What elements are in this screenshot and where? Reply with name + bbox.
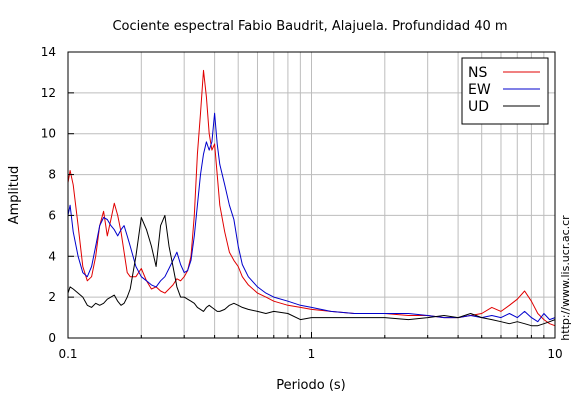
x-tick-label: 0.1	[58, 347, 77, 361]
y-tick-label: 0	[48, 331, 56, 345]
series-line-ud	[67, 214, 556, 327]
y-tick-label: 10	[41, 127, 56, 141]
y-tick-label: 8	[48, 168, 56, 182]
y-tick-label: 2	[48, 290, 56, 304]
y-tick-label: 4	[48, 249, 56, 263]
legend-label-ns: NS	[468, 65, 487, 81]
legend-label-ew: EW	[468, 82, 491, 98]
x-tick-label: 10	[547, 347, 562, 361]
credit-url: http://www.lis.ucr.ac.cr	[559, 215, 572, 341]
legend-label-ud: UD	[468, 99, 489, 115]
x-tick-label: 1	[308, 347, 316, 361]
axis-ticks: 0.1 1 10 0 2 4 6 8 10 12 14	[41, 45, 563, 361]
series-layer	[67, 69, 556, 327]
legend-box	[461, 57, 549, 125]
x-axis-label: Periodo (s)	[276, 378, 346, 393]
y-tick-label: 6	[48, 208, 56, 222]
y-tick-label: 14	[41, 45, 56, 59]
y-tick-label: 12	[41, 86, 56, 100]
y-axis-label: Amplitud	[7, 166, 22, 225]
chart-title: Cociente espectral Fabio Baudrit, Alajue…	[112, 19, 507, 34]
